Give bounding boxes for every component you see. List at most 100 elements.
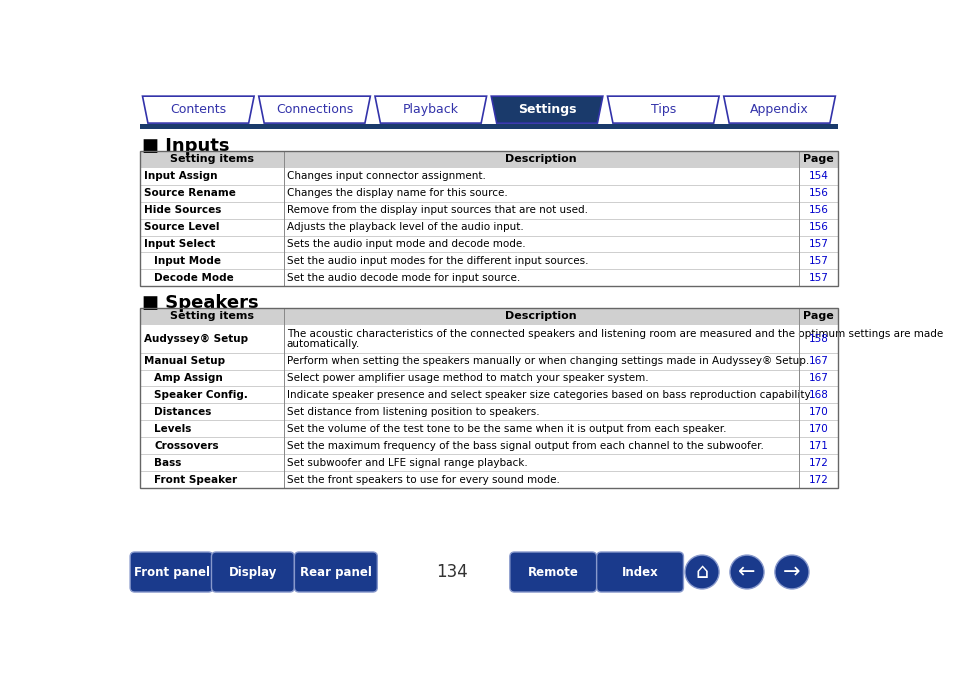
Bar [140,369,837,386]
Text: Changes input connector assignment.: Changes input connector assignment. [286,171,485,181]
Text: Set distance from listening position to speakers.: Set distance from listening position to … [286,407,538,417]
Text: Set the front speakers to use for every sound mode.: Set the front speakers to use for every … [286,474,559,485]
Polygon shape [723,96,835,123]
Text: ←: ← [738,562,755,582]
Text: 172: 172 [807,474,827,485]
Bar [140,437,837,454]
Polygon shape [375,96,486,123]
Bar [140,269,837,286]
Text: Rear panel: Rear panel [299,565,372,579]
Text: 168: 168 [807,390,827,400]
Bar [140,421,837,437]
Bar [140,353,837,369]
Polygon shape [607,96,719,123]
Text: Connections: Connections [275,103,353,116]
Text: Set subwoofer and LFE signal range playback.: Set subwoofer and LFE signal range playb… [286,458,527,468]
Text: 157: 157 [807,256,827,266]
Text: 156: 156 [807,188,827,198]
Text: Select power amplifier usage method to match your speaker system.: Select power amplifier usage method to m… [286,373,648,383]
Text: automatically.: automatically. [286,339,359,349]
Text: 158: 158 [807,334,827,344]
Text: 170: 170 [807,407,827,417]
Text: Playback: Playback [402,103,458,116]
Text: Appendix: Appendix [749,103,808,116]
Text: 170: 170 [807,424,827,434]
Text: Input Assign: Input Assign [144,171,217,181]
FancyBboxPatch shape [130,552,213,592]
Text: Contents: Contents [170,103,226,116]
Text: 167: 167 [807,356,827,366]
Text: Adjusts the playback level of the audio input.: Adjusts the playback level of the audio … [286,222,523,232]
Text: Input Mode: Input Mode [154,256,221,266]
Text: Levels: Levels [154,424,192,434]
FancyBboxPatch shape [294,552,377,592]
Text: Front panel: Front panel [133,565,210,579]
Text: Decode Mode: Decode Mode [154,273,233,283]
Text: Hide Sources: Hide Sources [144,205,221,215]
Bar [140,202,837,219]
Bar [140,386,837,403]
Text: Manual Setup: Manual Setup [144,356,225,366]
Text: Display: Display [229,565,276,579]
Text: Changes the display name for this source.: Changes the display name for this source… [286,188,507,198]
Circle shape [774,555,808,589]
Bar [140,219,837,236]
Text: 172: 172 [807,458,827,468]
Bar [140,471,837,488]
Bar [140,454,837,471]
Text: 134: 134 [436,563,468,581]
Text: Source Level: Source Level [144,222,219,232]
Text: Description: Description [505,312,577,322]
Text: Input Select: Input Select [144,239,215,249]
Bar [140,252,837,269]
Text: →: → [782,562,800,582]
Circle shape [684,555,719,589]
Text: ■ Inputs: ■ Inputs [142,137,230,155]
Text: Page: Page [802,312,833,322]
Text: Remote: Remote [527,565,578,579]
Text: Setting items: Setting items [170,154,253,164]
Text: Page: Page [802,154,833,164]
Text: 157: 157 [807,273,827,283]
Text: Bass: Bass [154,458,181,468]
Text: Speaker Config.: Speaker Config. [154,390,248,400]
Text: Crossovers: Crossovers [154,441,218,451]
Text: ⌂: ⌂ [695,562,708,582]
Text: 154: 154 [807,171,827,181]
Text: Tips: Tips [650,103,676,116]
Text: Remove from the display input sources that are not used.: Remove from the display input sources th… [286,205,587,215]
Circle shape [729,555,763,589]
FancyBboxPatch shape [212,552,294,592]
FancyBboxPatch shape [509,552,596,592]
Bar [140,151,837,286]
Bar [140,124,837,129]
Text: Source Rename: Source Rename [144,188,235,198]
Bar [140,168,837,184]
Text: ■ Speakers: ■ Speakers [142,294,259,312]
Text: Set the audio decode mode for input source.: Set the audio decode mode for input sour… [286,273,519,283]
Bar [140,151,837,168]
Polygon shape [491,96,602,123]
Bar [140,325,837,353]
Text: Set the audio input modes for the different input sources.: Set the audio input modes for the differ… [286,256,588,266]
Text: 156: 156 [807,205,827,215]
Text: Sets the audio input mode and decode mode.: Sets the audio input mode and decode mod… [286,239,525,249]
Bar [140,308,837,325]
Text: 171: 171 [807,441,827,451]
Text: Settings: Settings [517,103,576,116]
Text: 156: 156 [807,222,827,232]
Text: Perform when setting the speakers manually or when changing settings made in Aud: Perform when setting the speakers manual… [286,356,808,366]
Polygon shape [142,96,253,123]
Text: Description: Description [505,154,577,164]
Text: Indicate speaker presence and select speaker size categories based on bass repro: Indicate speaker presence and select spe… [286,390,811,400]
Text: Amp Assign: Amp Assign [154,373,223,383]
FancyBboxPatch shape [596,552,682,592]
Text: 167: 167 [807,373,827,383]
Bar [140,308,837,488]
Text: Front Speaker: Front Speaker [154,474,237,485]
Text: 157: 157 [807,239,827,249]
Bar [140,403,837,421]
Bar [140,184,837,202]
Text: Distances: Distances [154,407,212,417]
Bar [140,236,837,252]
